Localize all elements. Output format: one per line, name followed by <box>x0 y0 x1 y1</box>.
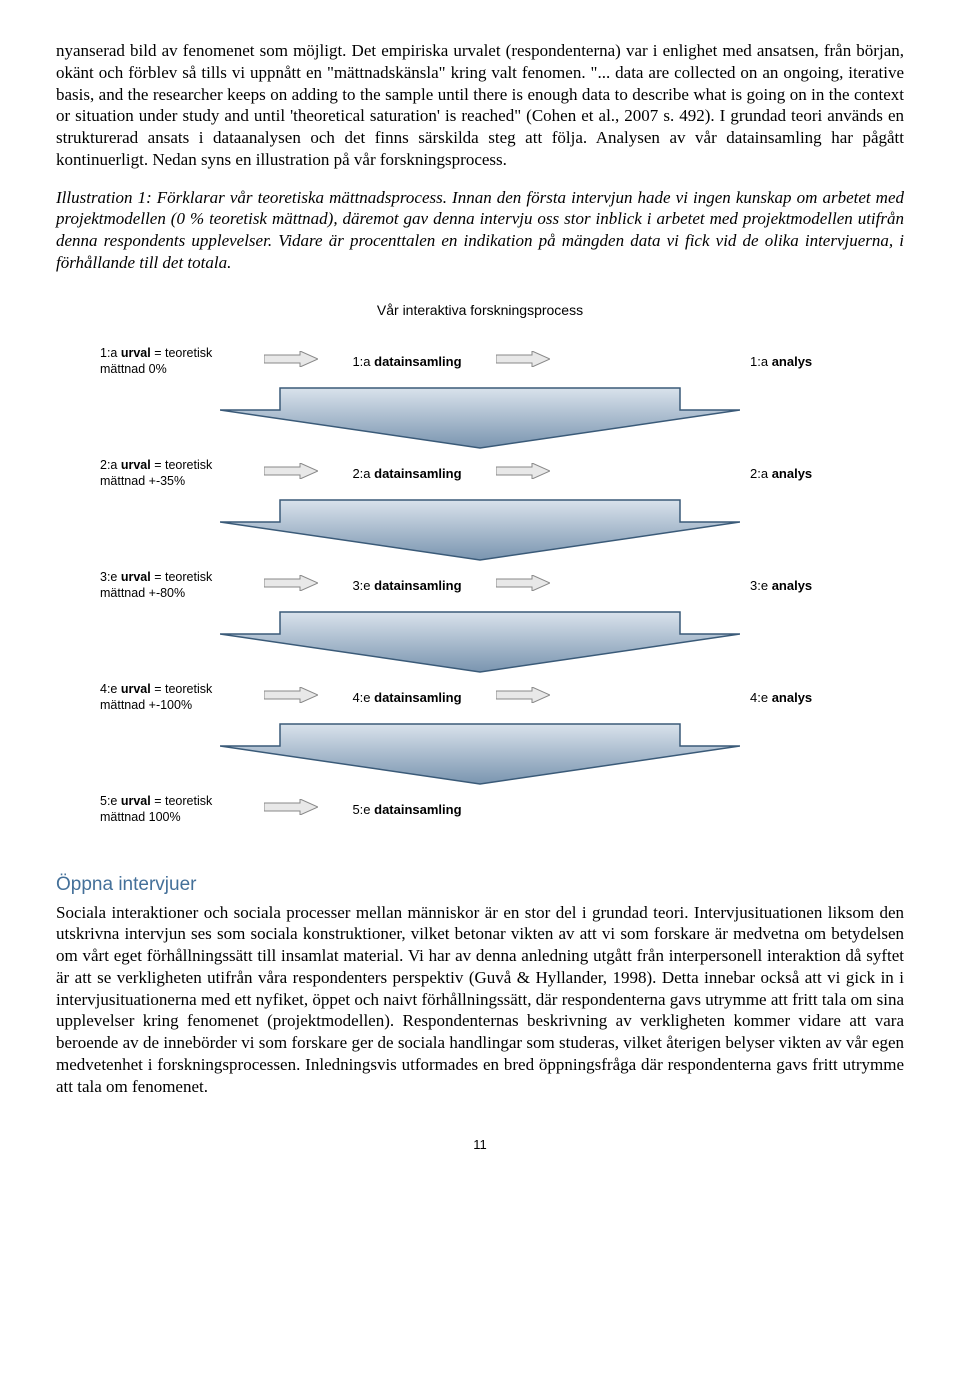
diagram-step-row: 3:e urval = teoretiskmättnad +-80% 3:e d… <box>100 556 860 616</box>
datainsamling-label: 2:a datainsamling <box>332 466 482 481</box>
datainsamling-label: 1:a datainsamling <box>332 354 482 369</box>
analys-label: 1:a analys <box>750 354 860 369</box>
big-down-arrow <box>100 498 860 562</box>
arrow-to-analys <box>496 351 550 372</box>
datainsamling-label: 3:e datainsamling <box>332 578 482 593</box>
urval-label: 1:a urval = teoretiskmättnad 0% <box>100 346 250 377</box>
down-arrow-icon <box>220 610 740 674</box>
big-down-arrow <box>100 722 860 786</box>
urval-label: 2:a urval = teoretiskmättnad +-35% <box>100 458 250 489</box>
arrow-to-datainsamling <box>264 351 318 372</box>
down-arrow-icon <box>220 498 740 562</box>
page-number: 11 <box>56 1137 904 1152</box>
diagram-title: Vår interaktiva forskningsprocess <box>100 302 860 318</box>
down-arrow-icon <box>220 722 740 786</box>
urval-label: 3:e urval = teoretiskmättnad +-80% <box>100 570 250 601</box>
arrow-to-analys <box>496 687 550 708</box>
small-arrow-icon <box>496 687 550 703</box>
small-arrow-icon <box>496 575 550 591</box>
small-arrow-icon <box>264 575 318 591</box>
analys-label: 2:a analys <box>750 466 860 481</box>
arrow-to-datainsamling <box>264 463 318 484</box>
small-arrow-icon <box>264 687 318 703</box>
diagram-step-row: 5:e urval = teoretiskmättnad 100% 5:e da… <box>100 780 860 840</box>
analys-label: 3:e analys <box>750 578 860 593</box>
small-arrow-icon <box>264 799 318 815</box>
arrow-to-analys <box>496 575 550 596</box>
arrow-to-datainsamling <box>264 575 318 596</box>
diagram-step-row: 1:a urval = teoretiskmättnad 0% 1:a data… <box>100 332 860 392</box>
small-arrow-icon <box>264 351 318 367</box>
arrow-to-datainsamling <box>264 799 318 820</box>
small-arrow-icon <box>496 463 550 479</box>
down-arrow-icon <box>220 386 740 450</box>
paragraph-3: Sociala interaktioner och sociala proces… <box>56 902 904 1098</box>
datainsamling-label: 5:e datainsamling <box>332 802 482 817</box>
research-process-diagram: Vår interaktiva forskningsprocess 1:a ur… <box>100 302 860 840</box>
arrow-to-datainsamling <box>264 687 318 708</box>
urval-label: 4:e urval = teoretiskmättnad +-100% <box>100 682 250 713</box>
diagram-step-row: 2:a urval = teoretiskmättnad +-35% 2:a d… <box>100 444 860 504</box>
diagram-step-row: 4:e urval = teoretiskmättnad +-100% 4:e … <box>100 668 860 728</box>
small-arrow-icon <box>264 463 318 479</box>
arrow-to-analys <box>496 463 550 484</box>
analys-label: 4:e analys <box>750 690 860 705</box>
paragraph-2-illustration: Illustration 1: Förklarar vår teoretiska… <box>56 187 904 274</box>
datainsamling-label: 4:e datainsamling <box>332 690 482 705</box>
small-arrow-icon <box>496 351 550 367</box>
big-down-arrow <box>100 610 860 674</box>
urval-label: 5:e urval = teoretiskmättnad 100% <box>100 794 250 825</box>
big-down-arrow <box>100 386 860 450</box>
section-title-open-interviews: Öppna intervjuer <box>56 874 904 896</box>
paragraph-1: nyanserad bild av fenomenet som möjligt.… <box>56 40 904 171</box>
